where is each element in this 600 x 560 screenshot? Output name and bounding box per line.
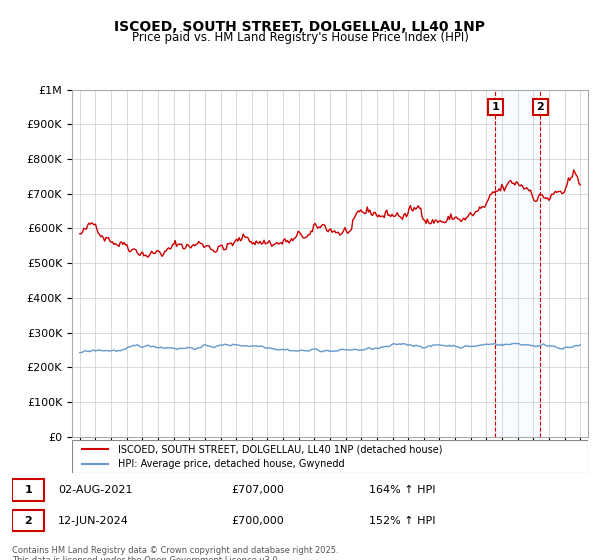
Text: HPI: Average price, detached house, Gwynedd: HPI: Average price, detached house, Gwyn… xyxy=(118,459,345,469)
Text: 152% ↑ HPI: 152% ↑ HPI xyxy=(369,516,436,526)
Text: 12-JUN-2024: 12-JUN-2024 xyxy=(58,516,129,526)
FancyBboxPatch shape xyxy=(12,479,44,501)
Text: 1: 1 xyxy=(491,102,499,112)
Text: 2: 2 xyxy=(24,516,32,526)
Text: 2: 2 xyxy=(536,102,544,112)
Text: 164% ↑ HPI: 164% ↑ HPI xyxy=(369,485,436,495)
Text: 02-AUG-2021: 02-AUG-2021 xyxy=(58,485,133,495)
Text: ISCOED, SOUTH STREET, DOLGELLAU, LL40 1NP: ISCOED, SOUTH STREET, DOLGELLAU, LL40 1N… xyxy=(115,20,485,34)
Text: £707,000: £707,000 xyxy=(231,485,284,495)
Bar xyxy=(496,90,541,437)
Text: Price paid vs. HM Land Registry's House Price Index (HPI): Price paid vs. HM Land Registry's House … xyxy=(131,31,469,44)
Text: 1: 1 xyxy=(24,485,32,495)
Text: £700,000: £700,000 xyxy=(231,516,284,526)
FancyBboxPatch shape xyxy=(12,510,44,531)
Text: ISCOED, SOUTH STREET, DOLGELLAU, LL40 1NP (detached house): ISCOED, SOUTH STREET, DOLGELLAU, LL40 1N… xyxy=(118,444,443,454)
Text: Contains HM Land Registry data © Crown copyright and database right 2025.
This d: Contains HM Land Registry data © Crown c… xyxy=(12,546,338,560)
FancyBboxPatch shape xyxy=(72,440,588,473)
